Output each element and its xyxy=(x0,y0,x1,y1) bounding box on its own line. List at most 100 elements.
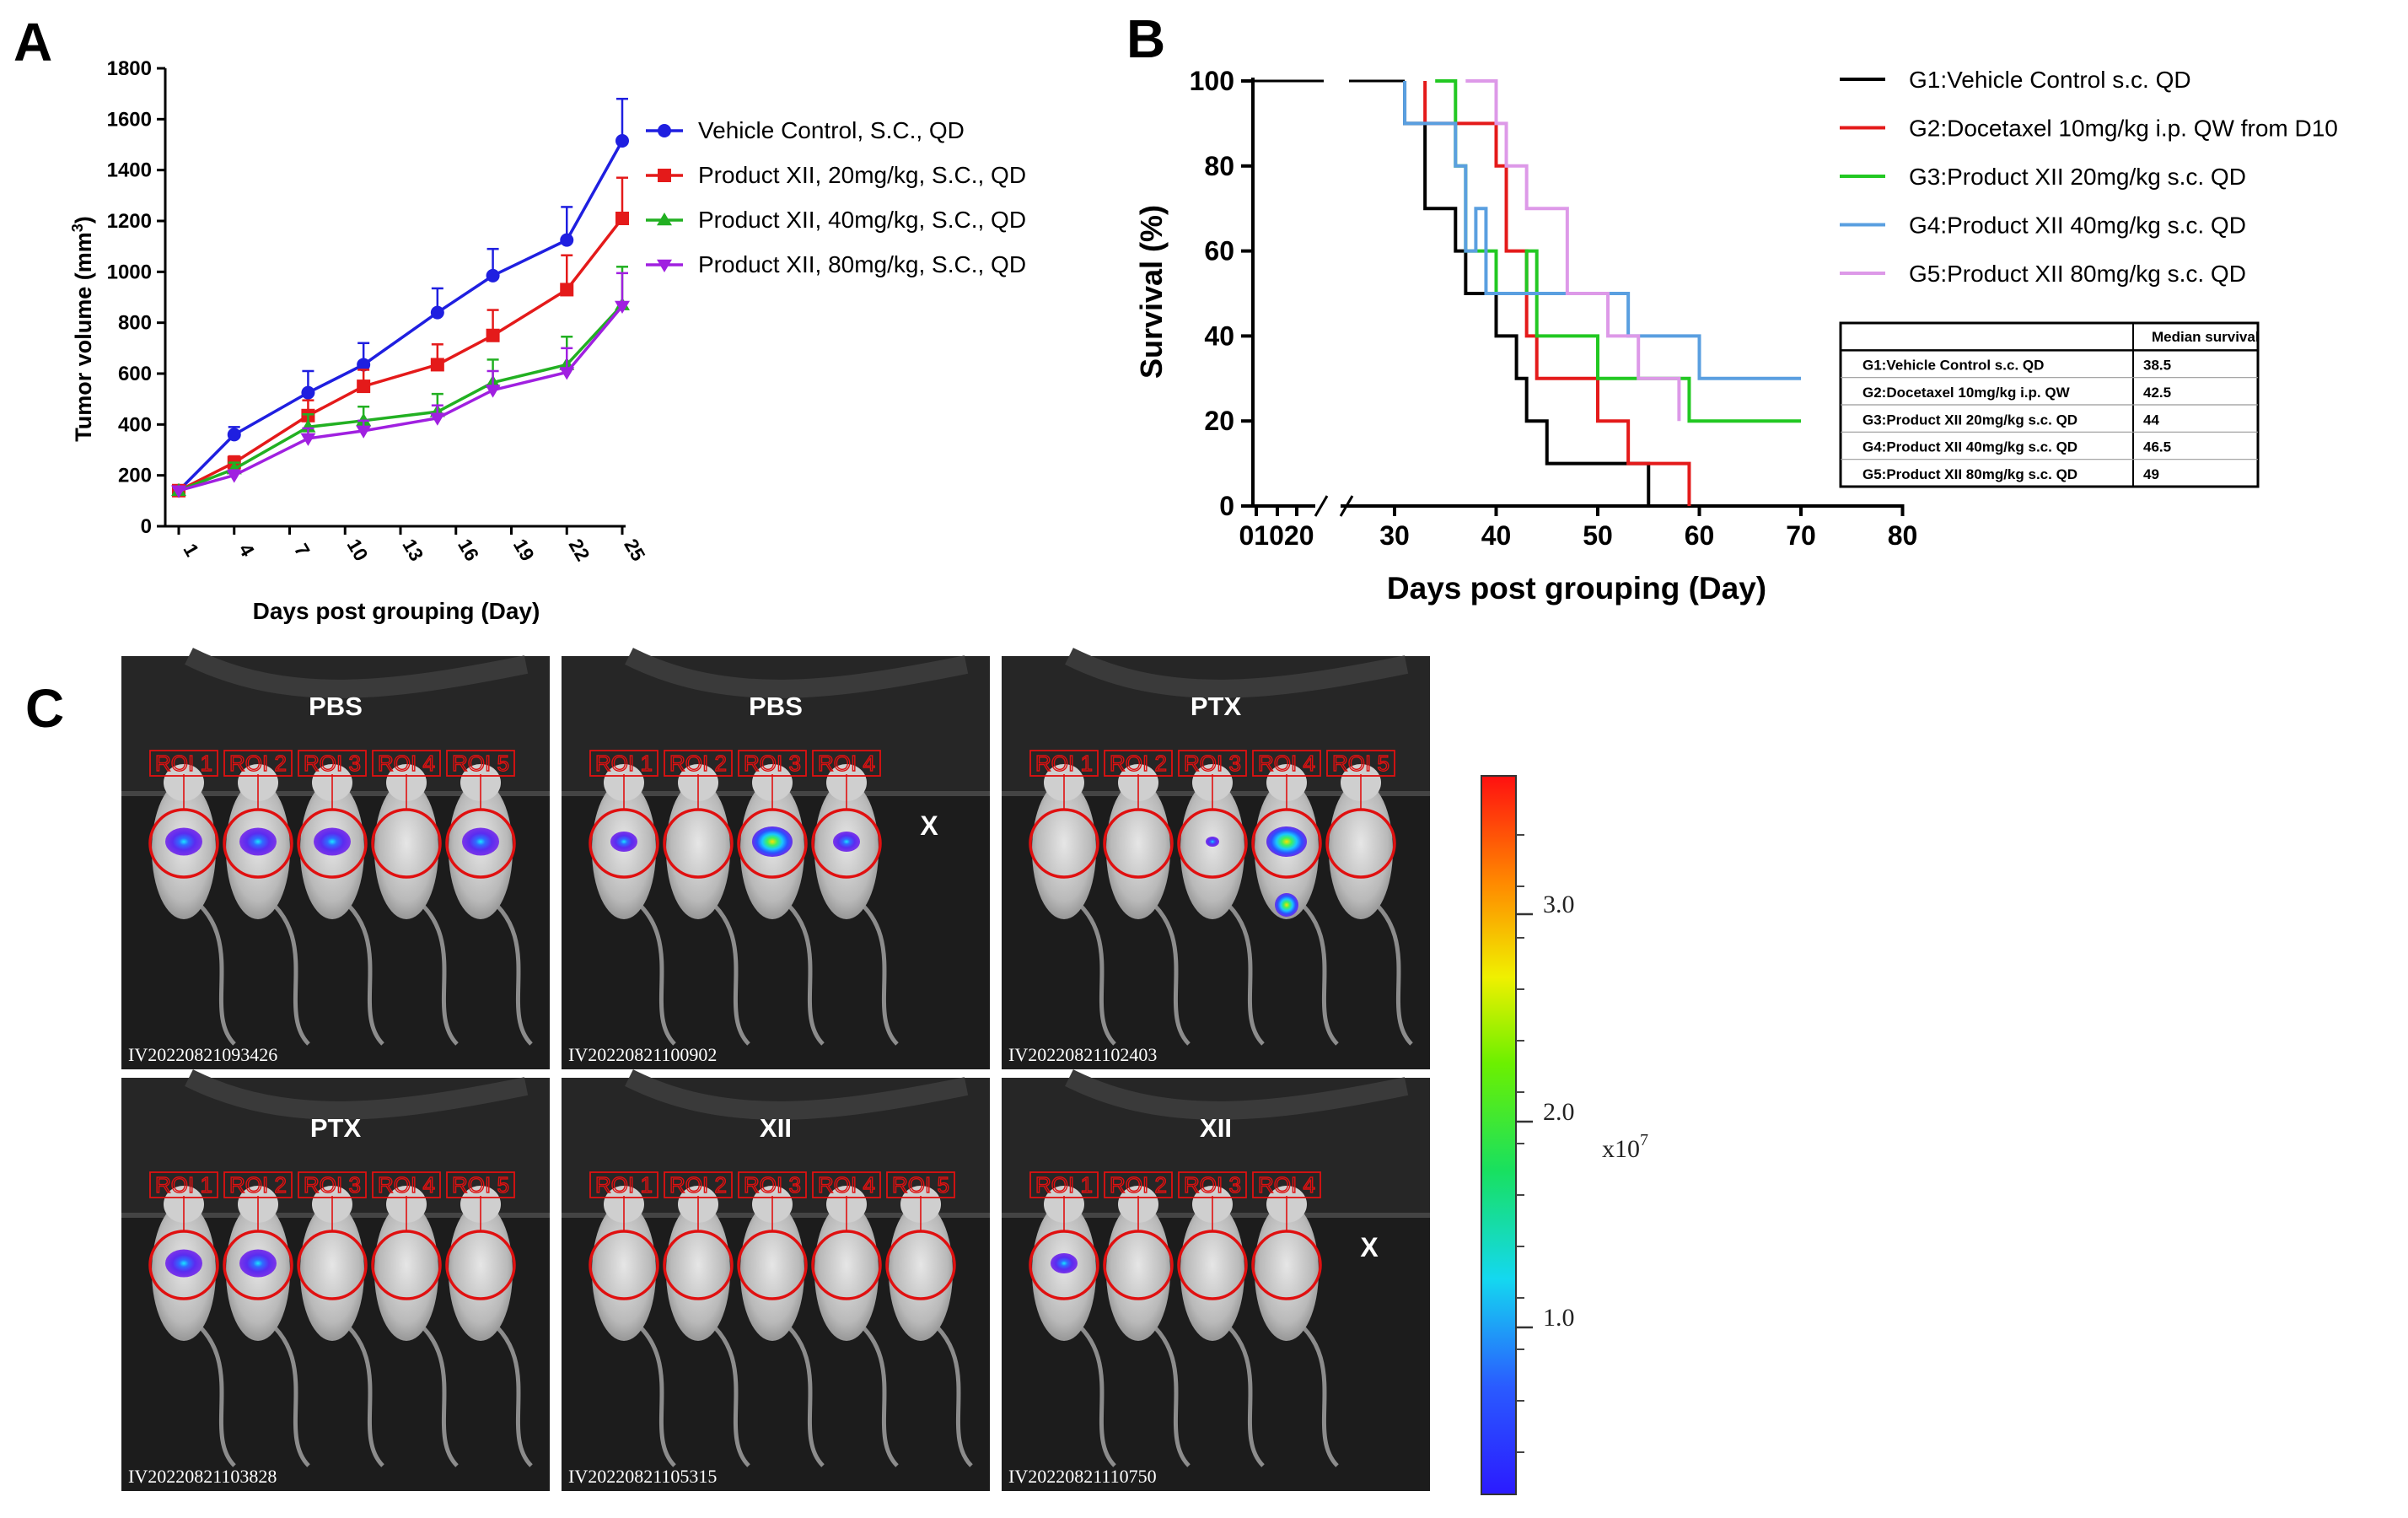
roi-label: ROI 5 xyxy=(452,751,509,776)
mouse-tail xyxy=(845,890,899,1046)
chart-b-ytick-label: 100 xyxy=(1190,66,1234,96)
chart-a-legend-label: Product XII, 20mg/kg, S.C., QD xyxy=(698,162,1026,188)
chart-a-ytick-label: 200 xyxy=(118,465,152,487)
roi-label-box xyxy=(1104,750,1173,777)
group-label: PBS xyxy=(749,692,803,721)
roi-label-box xyxy=(446,1171,515,1198)
table-cell-group: G2:Docetaxel 10mg/kg i.p. QW xyxy=(1862,385,2071,401)
table-cell-group: G5:Product XII 80mg/kg s.c. QD xyxy=(1862,466,2077,482)
roi-label-box xyxy=(1252,750,1321,777)
colorbar-tick-label: 3.0 xyxy=(1543,891,1575,918)
roi-label-box xyxy=(149,1171,218,1198)
chart-a-legend-marker xyxy=(657,259,672,272)
luminescence-signal xyxy=(165,1249,202,1278)
mouse-tail xyxy=(331,890,384,1046)
imaging-chamber-arch xyxy=(1065,1069,1409,1120)
chart-a-legend-marker xyxy=(657,213,672,226)
chart-b-legend-label: G5:Product XII 80mg/kg s.c. QD xyxy=(1909,261,2246,287)
chart-a-data-point xyxy=(429,412,445,426)
roi-label: ROI 1 xyxy=(595,1172,653,1198)
mouse-tail xyxy=(771,890,825,1046)
mouse-body xyxy=(449,1203,513,1341)
mouse-body xyxy=(1180,781,1244,919)
mouse-tail xyxy=(771,1311,825,1467)
chart-a-data-point xyxy=(356,412,372,427)
chart-b-xtick-label: 01020 xyxy=(1239,520,1314,551)
mouse-tail xyxy=(1285,890,1339,1046)
mouse-tail xyxy=(1137,1311,1191,1467)
luminescence-signal xyxy=(239,1249,277,1278)
roi-label-box xyxy=(1029,1171,1099,1198)
chart-b-ytick-label: 20 xyxy=(1204,406,1234,436)
roi-label: ROI 3 xyxy=(1184,1172,1241,1198)
chart-a-series xyxy=(172,176,629,498)
chart-a-ytick-label: 800 xyxy=(118,312,152,335)
table-cell-group: G1:Vehicle Control s.c. QD xyxy=(1862,358,2044,374)
mouse-tail xyxy=(845,1311,899,1467)
chart-a-xtick-label: 19 xyxy=(509,535,539,564)
roi-label: ROI 5 xyxy=(892,1172,949,1198)
mouse-tail xyxy=(405,1311,459,1467)
chart-a-data-point xyxy=(356,425,372,439)
mouse-tail xyxy=(1062,1311,1116,1467)
chart-a-ytick-label: 1600 xyxy=(107,108,152,131)
imaging-panel: PBS IV20220821100902 ROI 1 ROI 2 ROI 3 ROI 4 X xyxy=(562,648,990,1069)
luminescence-signal xyxy=(1051,1253,1078,1273)
group-label: PTX xyxy=(310,1113,362,1143)
mouse-tail xyxy=(1137,890,1191,1046)
mouse-tail xyxy=(405,890,459,1046)
chart-a-ytick-label: 600 xyxy=(118,363,152,385)
roi-label: ROI 3 xyxy=(744,751,801,776)
mouse-body xyxy=(300,1203,364,1341)
chart-a-data-point xyxy=(357,358,371,372)
image-id: IV20220821102403 xyxy=(1008,1044,1157,1065)
chart-b-xtick-label: 40 xyxy=(1481,520,1512,551)
chart-b-ytick-label: 0 xyxy=(1219,491,1234,521)
chart-a-data-point xyxy=(615,211,629,225)
chart-a-data-point xyxy=(560,283,574,297)
chart-a-data-point xyxy=(486,268,500,283)
imaging-chamber-arch xyxy=(185,1069,529,1120)
roi-label: ROI 2 xyxy=(229,751,287,776)
roi-label: ROI 4 xyxy=(378,751,435,776)
roi-label: ROI 1 xyxy=(155,1172,212,1198)
mouse-tail xyxy=(919,1311,973,1467)
mouse-body xyxy=(1255,1203,1319,1341)
chart-b-survival-curve xyxy=(1465,79,1681,422)
chart-a-ytick-label: 1000 xyxy=(107,261,152,283)
image-id: IV20220821103828 xyxy=(128,1466,277,1487)
chart-a-series-line xyxy=(178,304,624,493)
mouse-tail xyxy=(696,1311,750,1467)
luminescence-signal xyxy=(462,827,499,856)
colorbar: 1.0 2.0 3.0 x107 xyxy=(1481,775,1648,1495)
mouse-tail xyxy=(1359,890,1413,1046)
chart-a-xlabel: Days post grouping (Day) xyxy=(253,598,540,624)
group-label: PTX xyxy=(1191,692,1242,721)
panel-letter-b: B xyxy=(1126,8,1165,69)
chart-a-legend-marker xyxy=(658,124,671,137)
mouse-body xyxy=(374,1203,438,1341)
chart-a-series-line xyxy=(177,140,624,492)
luminescence-signal xyxy=(833,832,860,852)
chart-b-survival-curve xyxy=(1423,81,1691,506)
imaging-panel: PBS IV20220821093426 ROI 1 ROI 2 ROI 3 ROI 4 R… xyxy=(121,648,550,1069)
roi-label-box xyxy=(812,750,881,777)
roi-label: ROI 2 xyxy=(669,751,727,776)
table-cell-median: 44 xyxy=(2143,412,2159,428)
imaging-panel: PTX IV20220821102403 ROI 1 ROI 2 ROI 3 ROI 4 R… xyxy=(1002,648,1430,1069)
roi-label-box xyxy=(446,750,515,777)
mouse-tail xyxy=(182,890,236,1046)
chart-a-data-point xyxy=(430,358,444,372)
chart-a-ytick-label: 1200 xyxy=(107,210,152,233)
colorbar-tick-label: 1.0 xyxy=(1543,1304,1575,1332)
roi-label: ROI 4 xyxy=(818,1172,875,1198)
roi-label: ROI 1 xyxy=(1035,751,1093,776)
image-id: IV20220821093426 xyxy=(128,1044,277,1065)
mouse-tail xyxy=(1062,890,1116,1046)
mouse-body xyxy=(889,1203,953,1341)
chart-a-data-point xyxy=(357,380,371,394)
roi-label: ROI 1 xyxy=(595,751,653,776)
mouse-tail xyxy=(1285,1311,1339,1467)
roi-label: ROI 5 xyxy=(452,1172,509,1198)
roi-label: ROI 2 xyxy=(669,1172,727,1198)
